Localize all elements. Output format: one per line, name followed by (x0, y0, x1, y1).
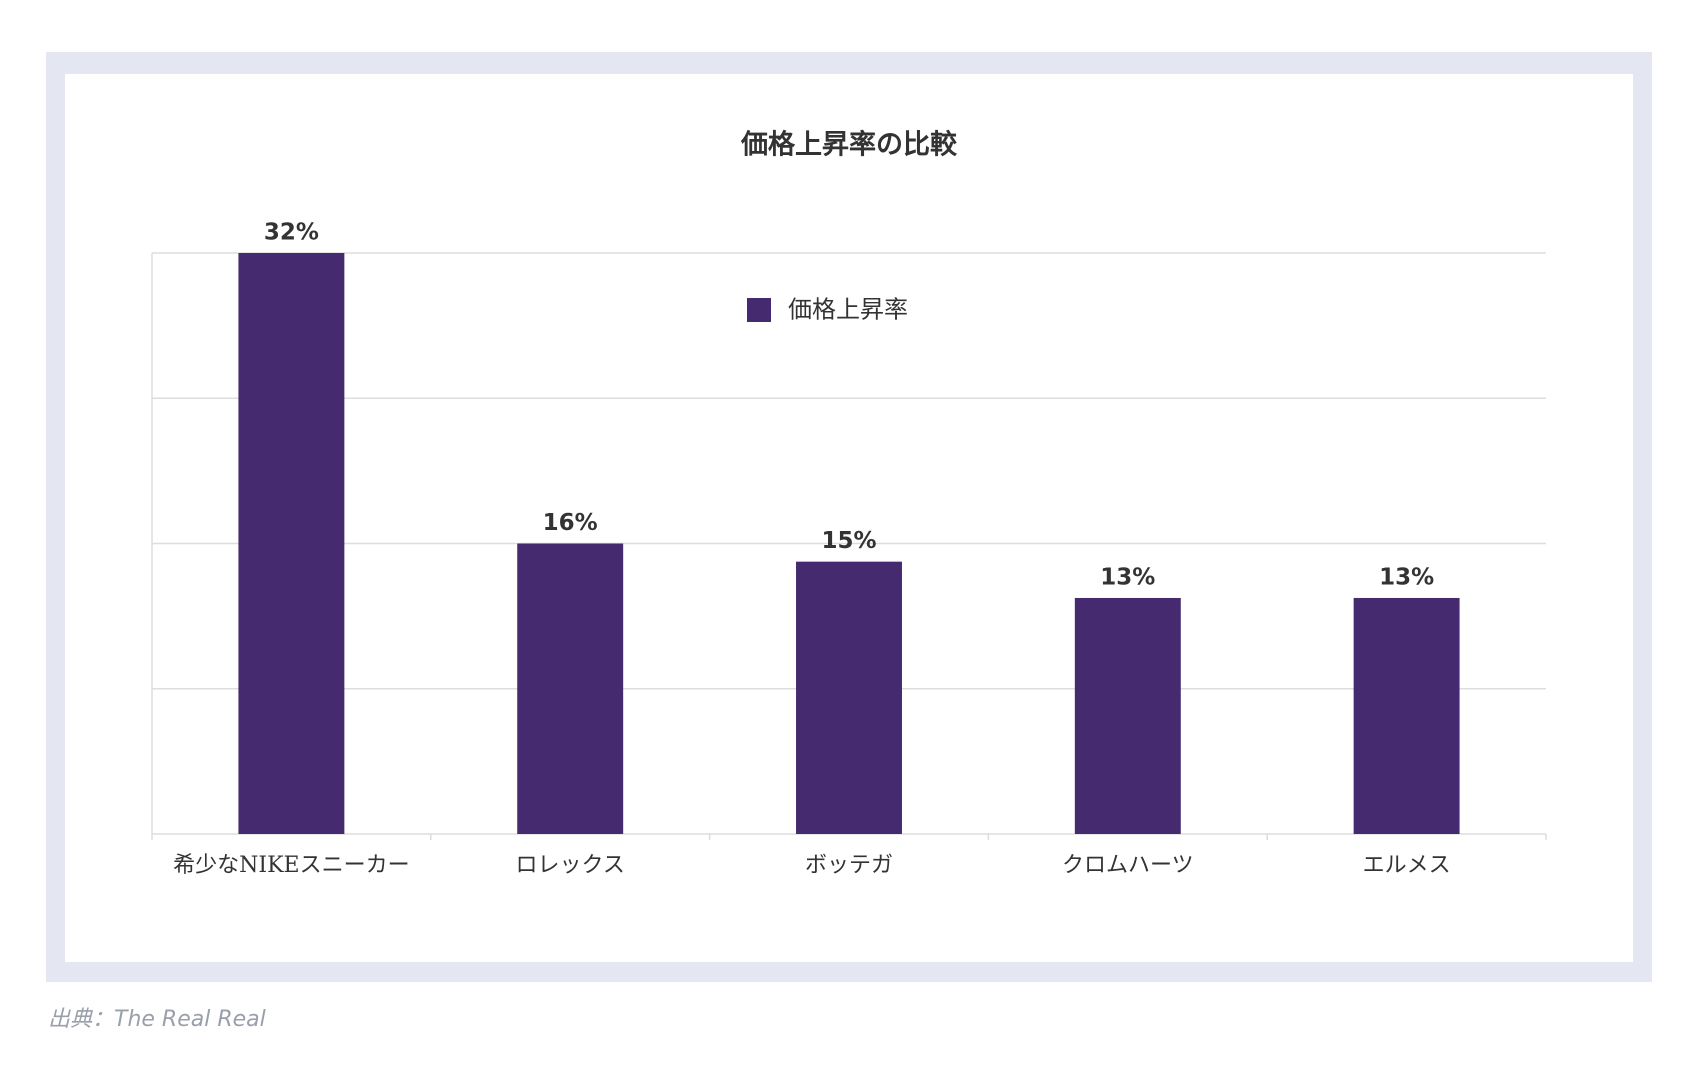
bar (1353, 597, 1460, 834)
caption: 出典：The Real Real (48, 1007, 266, 1032)
value-label: 16% (543, 510, 598, 536)
legend-label: 価格上昇率 (788, 296, 908, 324)
value-label: 32% (264, 220, 319, 246)
x-tick-label: ロレックス (516, 853, 625, 878)
x-tick-label: クロムハーツ (1062, 853, 1194, 878)
bar (517, 543, 624, 834)
value-label: 15% (821, 528, 876, 554)
legend-swatch (747, 298, 771, 322)
x-tick-label: 希少なNIKEスニーカー (173, 853, 409, 878)
value-label: 13% (1379, 564, 1434, 590)
bar (1074, 597, 1181, 834)
bar (796, 561, 902, 834)
value-label: 13% (1100, 564, 1155, 590)
bar (238, 253, 345, 834)
chart-title: 価格上昇率の比較 (740, 129, 958, 161)
x-tick-label: エルメス (1363, 853, 1451, 878)
x-tick-label: ボッテガ (805, 853, 893, 878)
